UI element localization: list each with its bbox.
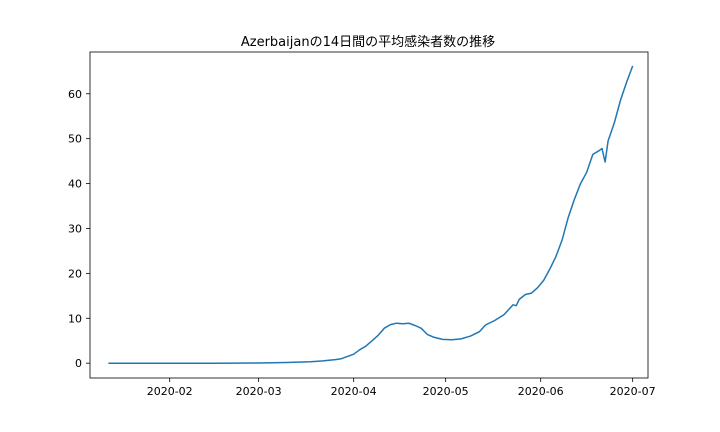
x-tick-label: 2020-06 — [518, 385, 564, 398]
y-tick-label: 20 — [68, 267, 82, 280]
y-axis: 0 10 20 30 40 50 60 — [68, 88, 90, 370]
y-tick-label: 30 — [68, 222, 82, 235]
y-tick-label: 50 — [68, 133, 82, 146]
series-line — [108, 65, 634, 364]
x-tick-label: 2020-04 — [331, 385, 377, 398]
y-tick-label: 0 — [75, 357, 82, 370]
x-tick-label: 2020-03 — [236, 385, 282, 398]
y-tick-label: 40 — [68, 178, 82, 191]
plot-frame — [89, 51, 649, 379]
y-tick-label: 60 — [68, 88, 82, 101]
x-tick-label: 2020-02 — [147, 385, 193, 398]
y-tick-label: 10 — [68, 312, 82, 325]
x-axis: 2020-02 2020-03 2020-04 2020-05 2020-06 2020-… — [147, 378, 656, 398]
chart-title: Azerbaijanの14日間の平均感染者数の推移 — [241, 34, 495, 50]
x-tick-label: 2020-05 — [423, 385, 469, 398]
x-tick-label: 2020-07 — [610, 385, 656, 398]
plot-area: 2020-02 2020-03 2020-04 2020-05 2020-06 2020-… — [68, 51, 656, 398]
